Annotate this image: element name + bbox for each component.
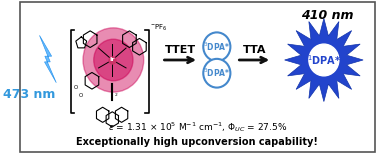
Text: 473 nm: 473 nm: [3, 87, 56, 101]
Text: O: O: [74, 85, 78, 90]
Text: 410 nm: 410 nm: [301, 9, 354, 22]
Text: TTET: TTET: [164, 45, 196, 55]
Text: $_2$: $_2$: [115, 92, 119, 99]
Polygon shape: [285, 18, 363, 102]
Text: $^{-}$PF$_6$: $^{-}$PF$_6$: [150, 23, 168, 33]
Circle shape: [203, 32, 230, 61]
Text: Ir: Ir: [110, 57, 115, 63]
Circle shape: [94, 39, 133, 81]
Circle shape: [83, 28, 144, 92]
Text: O: O: [79, 93, 83, 98]
Text: Exceptionally high upconversion capability!: Exceptionally high upconversion capabili…: [76, 137, 318, 147]
Text: $^3$DPA*: $^3$DPA*: [203, 41, 230, 53]
Text: $\varepsilon$ = 1.31 $\times$ 10$^5$ M$^{-1}$ cm$^{-1}$, $\Phi_{UC}$ = 27.5%: $\varepsilon$ = 1.31 $\times$ 10$^5$ M$^…: [107, 120, 287, 134]
Text: TTA: TTA: [242, 45, 266, 55]
Text: $^3$DPA*: $^3$DPA*: [203, 67, 230, 79]
Circle shape: [309, 44, 339, 76]
Text: $^1$DPA*: $^1$DPA*: [307, 53, 341, 67]
Circle shape: [203, 59, 230, 88]
Polygon shape: [40, 35, 56, 83]
